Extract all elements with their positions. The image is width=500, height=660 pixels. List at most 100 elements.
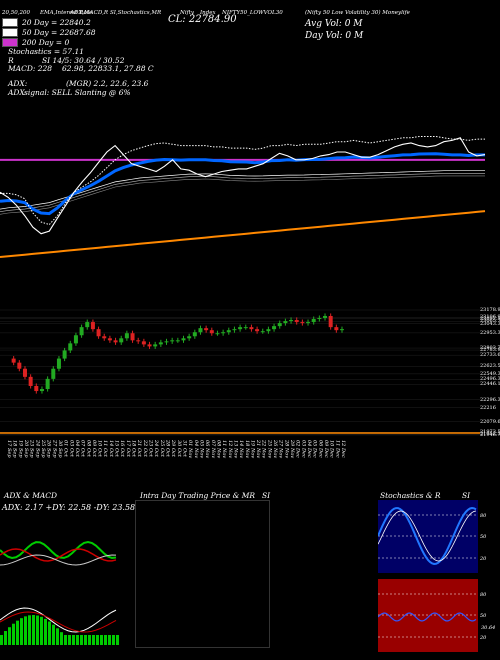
plus-di-line	[0, 540, 117, 560]
si-background	[378, 579, 478, 652]
macd-signal-line	[0, 611, 117, 633]
date-axis-label: 21 Oct	[136, 439, 142, 458]
adx-line	[0, 554, 117, 566]
date-axis-label: 14 Oct	[108, 440, 114, 458]
candle-body	[175, 340, 180, 342]
candle-body	[164, 341, 169, 343]
stoch-panel-title: Stochastics & R	[380, 491, 441, 500]
price-axis-label: 22216	[480, 404, 496, 411]
macd-histogram-bar	[60, 632, 63, 645]
date-axis-label: 29 Nov	[289, 439, 295, 458]
candle-body	[221, 332, 226, 334]
candle-body	[249, 327, 254, 330]
date-axis-label: 25 Oct	[159, 439, 165, 458]
macd-histogram-bar	[24, 616, 27, 645]
header-label-6: NIFTY50_LOWVOL30	[222, 10, 283, 16]
date-axis-label: 03 Dec	[300, 440, 306, 458]
adx-prefix: ADX:	[8, 79, 28, 88]
macd-prefix: MACD: 228	[8, 64, 53, 73]
close-price-label: CL: 22784.90	[168, 14, 237, 25]
stoch-panel-si-label: SI	[462, 491, 471, 500]
candle-body	[334, 327, 339, 331]
price-axis-label: 22733.6	[480, 352, 500, 359]
ema-chart	[0, 136, 486, 258]
price-axis-label: 21946.7	[480, 432, 500, 438]
price-axis-label: 21952.3	[480, 431, 500, 438]
date-axis-label: 22 Nov	[261, 439, 267, 458]
date-axis-label: 31 Oct	[181, 440, 187, 458]
macd-histogram-bar	[28, 615, 31, 645]
macd-histogram-bar	[32, 615, 35, 645]
ema-band-mid	[0, 173, 485, 212]
macd-histogram-bar	[108, 635, 111, 645]
header-label-2: ADX,MACD,R	[70, 10, 108, 16]
si-tick-label: 50	[480, 613, 487, 619]
date-axis-label: 18 Oct	[131, 440, 137, 458]
adx-signal-prefix: ADX	[8, 88, 25, 97]
macd-histogram-bar	[104, 635, 107, 645]
date-axis-label: 28 Nov	[283, 439, 289, 458]
candle-body	[39, 389, 44, 392]
macd-histogram-bar	[76, 635, 79, 645]
candle-body	[45, 378, 50, 390]
header-label-3: SI,Stochastics,MR	[110, 10, 162, 16]
date-axis-label: 09 Oct	[91, 440, 97, 458]
macd-histogram-bar	[56, 628, 59, 645]
macd-histogram-bar	[116, 635, 119, 645]
stoch-tick-label: 20	[479, 556, 487, 562]
candle-body	[306, 322, 311, 324]
header-label-4: Nifty	[180, 10, 194, 16]
date-axis-label: 07 Oct	[80, 440, 86, 458]
date-axis-label: 25 Sep	[40, 439, 46, 458]
si-line	[378, 612, 477, 622]
candle-body	[130, 333, 135, 341]
date-axis-label: 01 Nov	[187, 440, 193, 458]
date-axis-label: 08 Oct	[85, 440, 91, 458]
header-label-1: EMA,Interest Rate	[40, 10, 93, 16]
date-axis-label: 10 Dec	[329, 440, 335, 458]
price-axis-label: 23043.35	[480, 320, 500, 327]
macd-histogram-bar	[16, 620, 19, 645]
ema50-white-line	[0, 170, 485, 210]
candle-body	[300, 322, 305, 324]
date-axis-label: 15 Oct	[114, 440, 120, 458]
candle-body	[22, 368, 27, 377]
candle-body	[238, 327, 243, 330]
ema50-blue-line	[0, 152, 485, 216]
macd-histogram-bar	[92, 635, 95, 645]
date-axis-label: 24 Sep	[34, 439, 40, 458]
candle-body	[255, 329, 260, 332]
header-label-7: (Nifty 50 Low Volatility 30) Moneylife	[305, 10, 410, 16]
price-axis-label: 22803.7	[480, 345, 500, 352]
si-prefix: R	[8, 56, 14, 65]
stochastics-chart: 80 50 20	[378, 500, 487, 573]
date-axis-label: 18 Sep	[12, 440, 18, 458]
date-axis-label: 23 Oct	[148, 439, 154, 458]
candle-body	[28, 376, 33, 386]
candle-body	[317, 318, 322, 320]
si-tick-label: 80	[480, 592, 487, 598]
adx-label: (MGR) 2.2, 22.6, 23.6	[66, 79, 149, 88]
candle-body	[198, 328, 203, 333]
date-axis-label: 08 Nov	[215, 440, 221, 458]
macd-histogram-bar	[12, 623, 15, 645]
candle-body	[62, 350, 67, 359]
ema200-label: 200 Day = 0	[22, 38, 70, 47]
date-axis-label: 19 Sep	[17, 440, 23, 458]
candle-body	[289, 320, 294, 322]
minus-di-line	[0, 548, 117, 562]
candle-body	[107, 338, 112, 341]
candle-body	[124, 333, 129, 339]
date-axis-label: 26 Sep	[46, 439, 52, 458]
ema-band-lower	[0, 175, 485, 215]
date-axis-label: 28 Oct	[165, 439, 171, 458]
legend-ema200: 200 Day = 0	[2, 38, 69, 47]
price-axis-label: 21973.5	[480, 429, 500, 436]
si-label: SI 14/5: 30.64 / 30.52	[42, 56, 125, 65]
date-axis-label: 19 Nov	[249, 440, 255, 458]
day-volume-label: Day Vol: 0 M	[305, 31, 364, 41]
date-axis-label: 04 Nov	[193, 440, 199, 458]
date-axis-label: 07 Nov	[210, 440, 216, 458]
legend-ema50: 50 Day = 22687.68	[2, 28, 96, 37]
adx-lines-chart	[0, 540, 117, 566]
